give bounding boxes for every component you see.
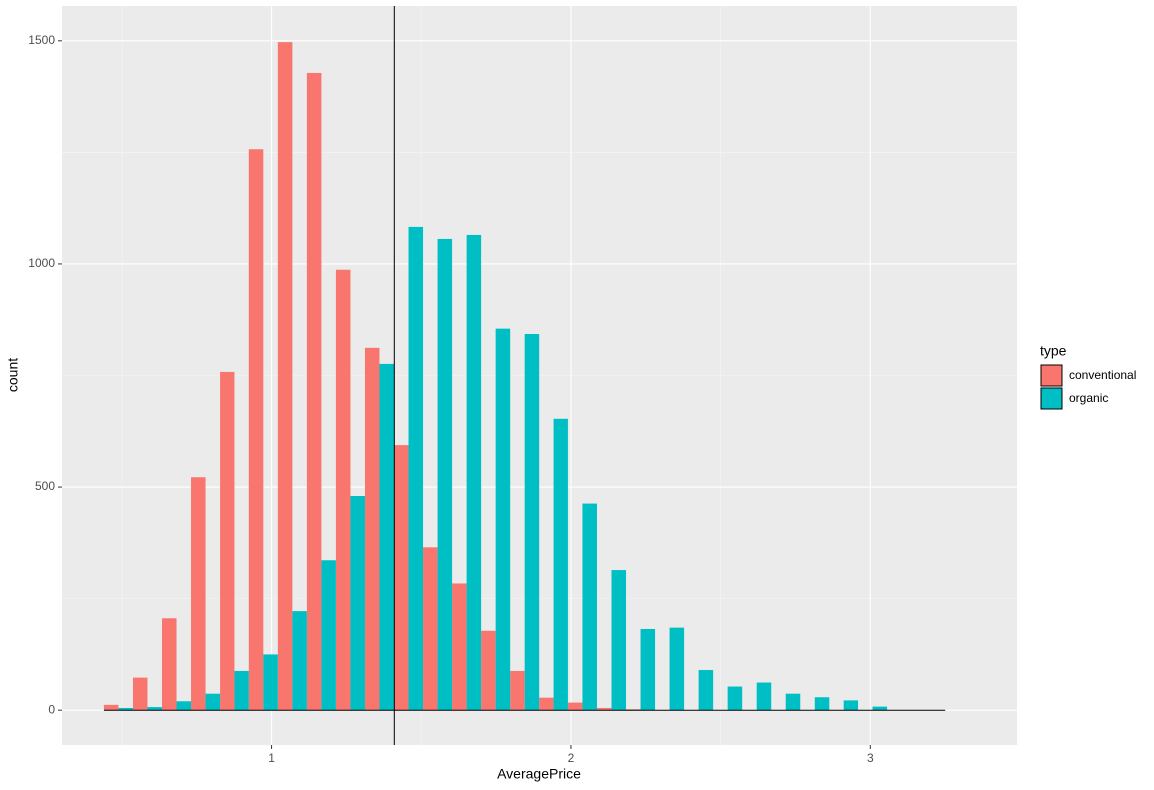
bar xyxy=(335,269,351,711)
x-tick-label: 3 xyxy=(867,751,874,765)
bar xyxy=(147,707,162,711)
bar xyxy=(437,238,453,711)
y-axis-label: count xyxy=(5,358,21,392)
bar xyxy=(248,149,264,711)
bar xyxy=(510,670,525,711)
bar xyxy=(539,697,554,711)
bar xyxy=(220,371,235,711)
legend-label: conventional xyxy=(1069,368,1136,382)
x-tick-label: 2 xyxy=(568,751,575,765)
bar xyxy=(843,700,859,711)
bar xyxy=(350,495,365,711)
bar xyxy=(553,418,568,711)
bar xyxy=(321,560,336,711)
bar xyxy=(118,707,133,711)
bar xyxy=(364,347,380,711)
bar xyxy=(756,682,772,711)
y-tick-label: 1000 xyxy=(28,256,55,270)
bar xyxy=(785,693,801,711)
bar xyxy=(176,701,192,711)
legend-key xyxy=(1040,387,1063,410)
bar xyxy=(408,226,424,711)
bar xyxy=(669,627,685,711)
x-tick-label: 1 xyxy=(268,751,275,765)
bar xyxy=(292,611,307,711)
bar xyxy=(481,630,496,711)
bar xyxy=(495,328,511,711)
bar xyxy=(611,570,627,711)
bar xyxy=(640,628,656,711)
bar xyxy=(306,72,322,711)
x-axis-label: AveragePrice xyxy=(497,766,581,782)
bar xyxy=(452,583,467,711)
bar xyxy=(698,670,714,711)
bar xyxy=(814,697,830,711)
bar xyxy=(103,704,119,711)
bar xyxy=(394,445,409,711)
bar xyxy=(524,333,540,711)
legend-key xyxy=(1040,364,1063,387)
y-tick-label: 1500 xyxy=(28,33,55,47)
bar xyxy=(234,670,249,711)
bar xyxy=(872,706,888,711)
bar xyxy=(379,363,395,711)
bar xyxy=(191,477,206,711)
bar xyxy=(263,654,278,711)
bar xyxy=(567,702,583,711)
bar xyxy=(277,42,293,711)
bar xyxy=(582,503,597,711)
bar xyxy=(205,693,221,711)
bar xyxy=(423,547,438,711)
y-tick-label: 0 xyxy=(48,702,55,716)
bar xyxy=(132,677,148,711)
y-tick-label: 500 xyxy=(35,479,55,493)
legend-title: type xyxy=(1040,343,1067,359)
bar xyxy=(596,707,612,711)
bar xyxy=(161,618,177,711)
bar xyxy=(466,234,482,711)
legend-label: organic xyxy=(1069,391,1108,405)
bar xyxy=(727,686,743,711)
